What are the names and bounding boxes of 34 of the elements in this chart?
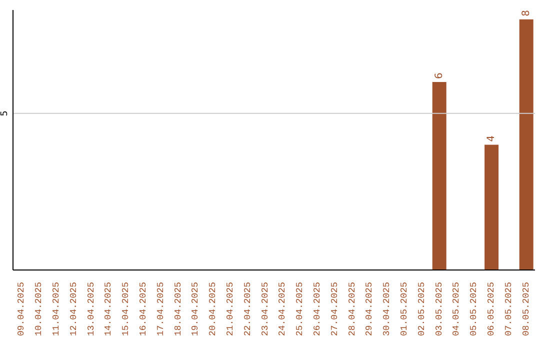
x-tick-label: 26.04.2025 — [312, 282, 322, 336]
x-tick-label: 09.04.2025 — [16, 282, 27, 336]
x-tick-label: 02.05.2025 — [416, 282, 427, 336]
x-tick-label: 16.04.2025 — [138, 282, 148, 336]
data-label: 8 — [520, 10, 532, 16]
data-label: 6 — [434, 72, 445, 80]
x-tick-label: 03.05.2025 — [434, 282, 444, 336]
x-tick-label: 05.05.2025 — [469, 282, 480, 336]
x-tick-label: 01.05.2025 — [400, 282, 410, 336]
x-tick-label: 29.04.2025 — [364, 282, 375, 336]
data-label: 4 — [486, 135, 498, 142]
x-tick-label: 27.04.2025 — [330, 282, 340, 336]
x-tick-label: 07.05.2025 — [504, 282, 514, 336]
x-tick-label: 11.04.2025 — [52, 282, 62, 336]
x-tick-label: 18.04.2025 — [173, 282, 184, 336]
x-tick-label: 08.05.2025 — [521, 282, 532, 336]
x-tick-label: 23.04.2025 — [260, 282, 270, 336]
x-tick-label: 04.05.2025 — [452, 282, 462, 336]
x-tick-label: 12.04.2025 — [68, 282, 79, 336]
ref-line-label: 5 — [0, 110, 10, 116]
x-tick-label: 17.04.2025 — [156, 282, 166, 336]
x-tick-label: 25.04.2025 — [295, 282, 306, 336]
x-tick-label: 22.04.2025 — [242, 282, 253, 336]
x-tick-label: 24.04.2025 — [278, 282, 288, 336]
x-tick-label: 10.04.2025 — [34, 282, 44, 336]
x-tick-label: 20.04.2025 — [208, 282, 218, 336]
x-tick-label: 13.04.2025 — [86, 282, 96, 336]
x-tick-label: 14.04.2025 — [104, 282, 114, 336]
x-tick-label: 30.04.2025 — [382, 282, 392, 336]
x-tick-label: 06.05.2025 — [486, 282, 496, 336]
x-tick-label: 28.04.2025 — [347, 282, 358, 336]
x-tick-label: 15.04.2025 — [121, 282, 132, 336]
x-tick-label: 19.04.2025 — [190, 282, 201, 336]
x-tick-label: 21.04.2025 — [226, 282, 236, 336]
